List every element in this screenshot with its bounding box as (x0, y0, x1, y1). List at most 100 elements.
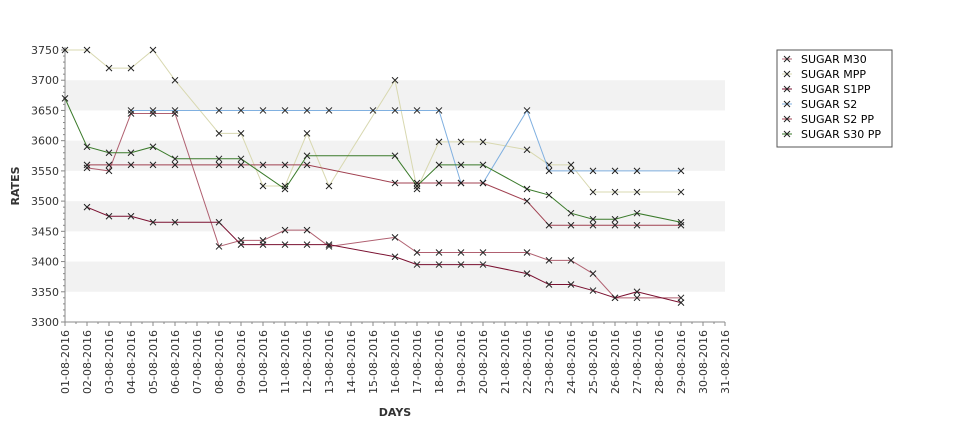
x-tick-label: 21-08-2016 (499, 330, 512, 394)
data-point-marker (479, 161, 487, 169)
data-point-marker (391, 107, 399, 114)
x-tick-label: 18-08-2016 (433, 330, 446, 394)
data-point-marker (391, 179, 399, 187)
data-point-marker (545, 167, 553, 175)
data-point-marker (215, 243, 223, 250)
legend: SUGAR M30 SUGAR MPP SUGAR S1PP SUGAR S2 SUGA… (776, 49, 893, 148)
y-tick-label: 3550 (31, 165, 59, 178)
series-sugar-m30 (83, 110, 685, 302)
y-tick-label: 3750 (31, 44, 59, 57)
data-point-marker (61, 95, 69, 102)
legend-marker (783, 55, 791, 63)
x-tick-label: 30-08-2016 (697, 330, 710, 394)
series-line (65, 49, 681, 193)
x-tick-label: 03-08-2016 (103, 330, 116, 394)
data-point-marker (435, 249, 443, 256)
x-tick-label: 26-08-2016 (609, 330, 622, 394)
series-lines (61, 46, 685, 307)
data-point-marker (171, 161, 179, 169)
data-point-marker (127, 110, 135, 117)
legend-marker (783, 100, 791, 108)
data-point-marker (237, 155, 245, 163)
data-point-marker (237, 241, 245, 248)
data-point-marker (589, 287, 597, 294)
data-point-marker (567, 281, 575, 288)
data-point-marker (325, 182, 333, 190)
x-tick-label: 02-08-2016 (81, 330, 94, 394)
legend-marker (783, 115, 791, 123)
data-point-marker (149, 110, 157, 117)
data-point-marker (611, 188, 619, 196)
x-tick-label: 06-08-2016 (169, 330, 182, 394)
data-point-marker (479, 261, 487, 268)
data-point-marker (413, 182, 421, 190)
y-tick-label: 3700 (31, 74, 59, 87)
data-point-marker (215, 218, 223, 226)
data-point-marker (281, 107, 289, 114)
data-point-marker (127, 212, 135, 220)
data-point-marker (391, 234, 399, 241)
data-point-marker (413, 185, 421, 193)
x-tick-label: 11-08-2016 (279, 330, 292, 394)
legend-marker (783, 130, 791, 138)
data-point-marker (457, 261, 465, 268)
data-point-marker (589, 215, 597, 223)
data-point-marker (589, 167, 597, 175)
x-tick-label: 09-08-2016 (235, 330, 248, 394)
data-point-marker (479, 138, 487, 146)
data-point-marker (215, 161, 223, 169)
data-point-marker (105, 212, 113, 220)
x-axis-ticks: 01-08-2016 02-08-2016 03-08-2016 04-08-2016… (59, 322, 732, 394)
y-tick-label: 3450 (31, 225, 59, 238)
data-point-marker (303, 107, 311, 114)
y-tick-label: 3350 (31, 286, 59, 299)
data-point-marker (61, 46, 69, 54)
data-point-marker (281, 226, 289, 234)
y-tick-label: 3400 (31, 256, 59, 269)
x-tick-label: 08-08-2016 (213, 330, 226, 394)
x-tick-label: 19-08-2016 (455, 330, 468, 394)
data-point-marker (611, 221, 619, 229)
data-point-marker (105, 149, 113, 157)
data-point-marker (457, 138, 465, 146)
data-point-marker (545, 191, 553, 199)
x-tick-label: 28-08-2016 (653, 330, 666, 394)
data-point-marker (303, 130, 311, 137)
data-point-marker (149, 161, 157, 169)
x-tick-label: 07-08-2016 (191, 330, 204, 394)
legend-label: SUGAR S2 (801, 98, 857, 111)
data-point-marker (457, 179, 465, 187)
legend-marker (783, 85, 791, 93)
x-tick-label: 15-08-2016 (367, 330, 380, 394)
data-point-marker (523, 197, 531, 205)
data-point-marker (171, 76, 179, 84)
data-point-marker (611, 294, 619, 302)
data-point-marker (83, 203, 91, 211)
legend-label: SUGAR S30 PP (801, 128, 881, 141)
data-point-marker (413, 249, 421, 256)
x-tick-label: 10-08-2016 (257, 330, 270, 394)
data-point-marker (677, 218, 685, 226)
data-point-marker (479, 179, 487, 187)
data-point-marker (83, 161, 91, 169)
data-point-marker (127, 107, 135, 114)
data-point-marker (523, 270, 531, 277)
data-point-marker (545, 281, 553, 288)
x-tick-label: 14-08-2016 (345, 330, 358, 394)
data-point-marker (435, 179, 443, 187)
y-tick-label: 3600 (31, 135, 59, 148)
data-point-marker (633, 188, 641, 196)
x-tick-label: 29-08-2016 (675, 330, 688, 394)
x-tick-label: 24-08-2016 (565, 330, 578, 394)
data-point-marker (523, 185, 531, 193)
data-point-marker (545, 221, 553, 229)
legend-label: SUGAR MPP (801, 68, 866, 81)
data-point-marker (523, 249, 531, 256)
data-point-marker (105, 167, 113, 175)
series-sugar-mpp (61, 46, 685, 196)
data-point-marker (633, 209, 641, 217)
grid-band (65, 201, 725, 232)
x-tick-label: 23-08-2016 (543, 330, 556, 394)
data-point-marker (677, 221, 685, 229)
data-point-marker (149, 46, 157, 54)
